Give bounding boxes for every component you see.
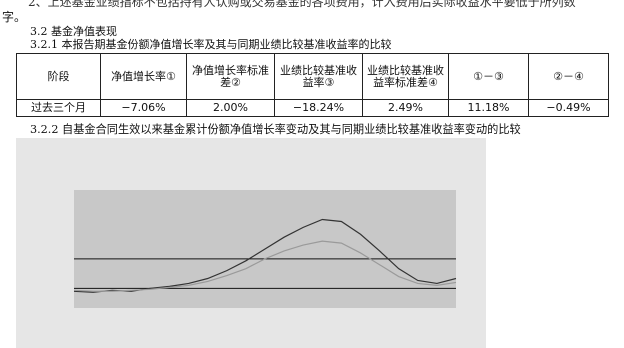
table-row: 过去三个月 −7.06% 2.00% −18.24% 2.49% 11.18% … <box>16 99 609 117</box>
table-cell: 2.49% <box>362 99 449 117</box>
series-lines <box>73 218 457 293</box>
table-cell: 过去三个月 <box>16 99 101 117</box>
header-cell: 业绩比较基准收益率标准差④ <box>362 53 449 100</box>
table-cell: −0.49% <box>528 99 609 117</box>
table-cell: −7.06% <box>100 99 187 117</box>
header-cell: ②－④ <box>528 53 609 100</box>
section-3-2-1-title: 3.2.1 本报告期基金份额净值增长率及其与同期业绩比较基准收益率的比较 <box>30 38 392 51</box>
series-line <box>73 240 457 292</box>
table-header-row: 阶段 净值增长率① 净值增长率标准差② 业绩比较基准收益率③ 业绩比较基准收益率… <box>16 53 609 100</box>
intro-note-line1: 2、上述基金业绩指标不包括持有人认购或交易基金的各项费用，计入费用后实际收益水平… <box>28 0 576 9</box>
table-cell: −18.24% <box>274 99 363 117</box>
section-3-2-2-title: 3.2.2 自基金合同生效以来基金累计份额净值增长率变动及其与同期业绩比较基准收… <box>30 123 521 136</box>
table-cell: 11.18% <box>448 99 529 117</box>
table-cell: 2.00% <box>186 99 275 117</box>
header-cell: 阶段 <box>16 53 101 100</box>
header-cell: 净值增长率① <box>100 53 187 100</box>
header-cell: ①－③ <box>448 53 529 100</box>
header-cell: 业绩比较基准收益率③ <box>274 53 363 100</box>
intro-note-line2: 字。 <box>2 10 27 24</box>
nav-vs-benchmark-chart <box>16 138 486 348</box>
header-cell: 净值增长率标准差② <box>186 53 275 100</box>
performance-table: 阶段 净值增长率① 净值增长率标准差② 业绩比较基准收益率③ 业绩比较基准收益率… <box>16 53 609 117</box>
section-3-2-title: 3.2 基金净值表现 <box>30 25 117 38</box>
